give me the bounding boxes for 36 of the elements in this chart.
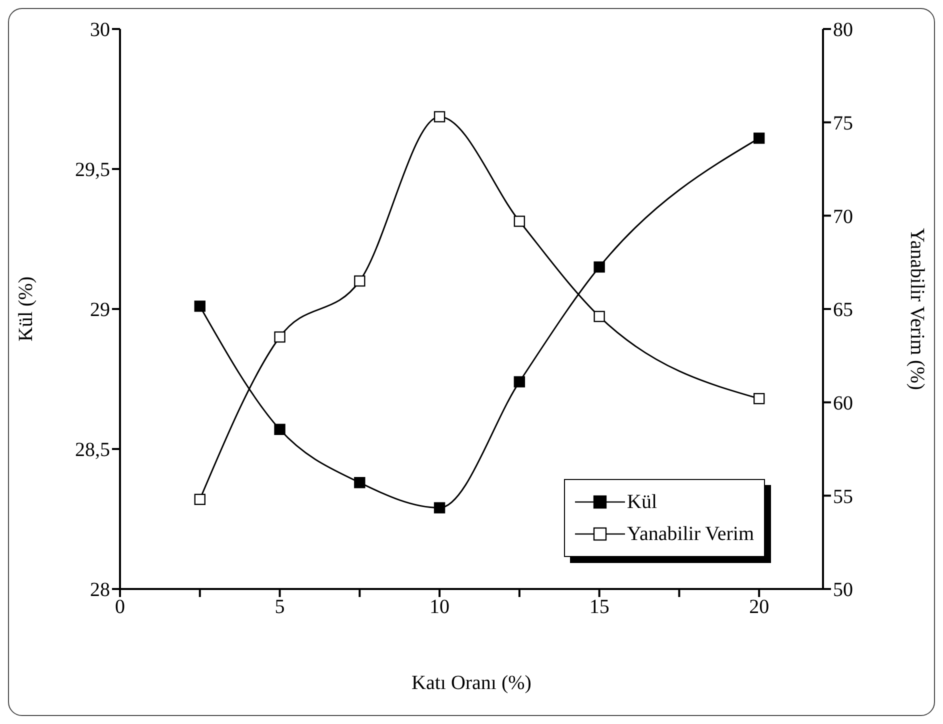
point bbox=[274, 331, 286, 343]
y2-tick-label: 75 bbox=[833, 112, 853, 134]
point bbox=[753, 132, 765, 144]
point bbox=[594, 310, 605, 322]
legend-label: Yanabilir Verim bbox=[627, 522, 754, 546]
y-tick-label: 29 bbox=[90, 299, 110, 322]
y2-tick-label: 65 bbox=[833, 299, 853, 322]
x-tick-label: 0 bbox=[115, 596, 125, 618]
y2-tick-label: 80 bbox=[833, 19, 853, 42]
point bbox=[753, 393, 765, 404]
point bbox=[194, 494, 206, 505]
x-axis-title: Katı Oranı (%) bbox=[412, 672, 532, 694]
y-tick-label: 28 bbox=[90, 579, 110, 602]
x-tick-label: 10 bbox=[430, 596, 450, 618]
point bbox=[274, 424, 286, 435]
point bbox=[434, 111, 446, 122]
point bbox=[514, 216, 526, 227]
point bbox=[434, 502, 446, 514]
y-tick-label: 28,5 bbox=[75, 439, 110, 462]
y-axis-title: Kül (%) bbox=[15, 276, 38, 342]
point bbox=[194, 300, 206, 312]
x-tick-label: 20 bbox=[749, 596, 770, 618]
point bbox=[354, 275, 366, 287]
y-tick-label: 29,5 bbox=[75, 159, 110, 182]
y2-axis-title: Yanabilir Verim (%) bbox=[906, 228, 928, 390]
x-tick-label: 15 bbox=[589, 596, 610, 618]
y-tick-label: 30 bbox=[90, 19, 110, 42]
legend-label: Kül bbox=[627, 490, 657, 514]
y2-tick-label: 70 bbox=[833, 206, 853, 228]
point bbox=[354, 477, 366, 488]
y2-tick-label: 55 bbox=[833, 486, 853, 508]
point bbox=[594, 261, 605, 273]
y2-tick-label: 60 bbox=[833, 392, 853, 414]
x-tick-label: 5 bbox=[274, 596, 285, 618]
point bbox=[514, 376, 526, 388]
y2-tick-label: 50 bbox=[833, 579, 853, 602]
